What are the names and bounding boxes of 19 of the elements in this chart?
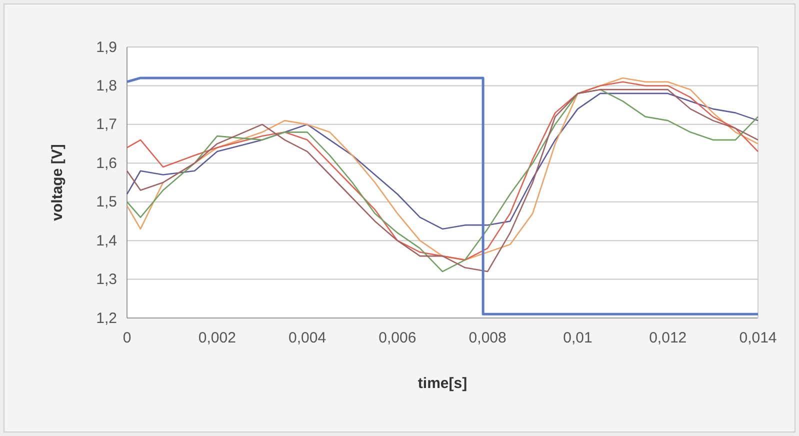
- y-tick-label: 1,6: [96, 154, 117, 172]
- x-tick-label: 0,014: [739, 330, 777, 347]
- x-tick-label: 0,008: [468, 330, 506, 347]
- y-tick-label: 1,4: [96, 232, 117, 250]
- line-series: [126, 92, 759, 230]
- y-tick-label: 1,7: [96, 116, 117, 134]
- y-tick-label: 1,3: [96, 271, 117, 288]
- y-tick-label: 1,8: [96, 78, 117, 95]
- x-tick-label: 0,012: [649, 330, 687, 347]
- x-axis-title: time[s]: [418, 375, 468, 392]
- y-axis-title: voltage [V]: [49, 144, 66, 221]
- y-tick-label: 1,2: [96, 310, 117, 327]
- x-tick-label: 0,004: [288, 330, 326, 347]
- x-tick-label: 0,006: [378, 330, 416, 347]
- x-tick-label: 0,002: [198, 330, 236, 347]
- y-tick-label: 1,5: [96, 194, 117, 211]
- x-tick-label: 0: [122, 330, 132, 347]
- y-tick-label: 1,9: [96, 38, 117, 56]
- x-tick-label: 0,01: [563, 330, 592, 347]
